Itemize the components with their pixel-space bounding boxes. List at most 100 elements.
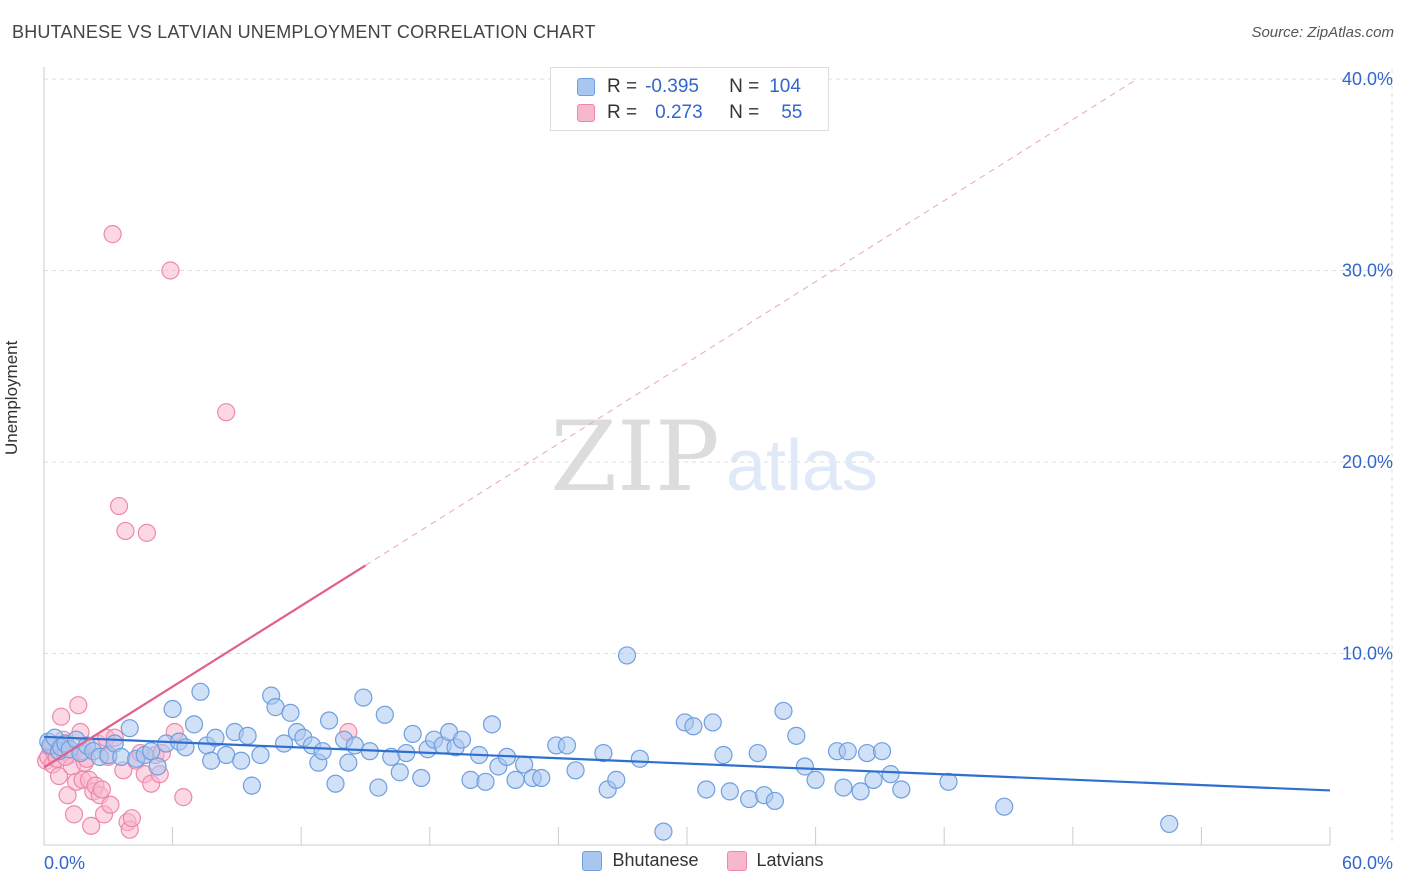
bhutanese-point: [354, 688, 373, 707]
bhutanese-point: [339, 753, 358, 772]
bhutanese-point: [452, 730, 472, 749]
x-tick-label: 0.0%: [44, 853, 85, 873]
n-value: 55: [781, 102, 803, 123]
bhutanese-point: [184, 715, 204, 734]
bhutanese-point: [375, 705, 394, 724]
bhutanese-point: [163, 699, 182, 719]
watermark-zip: ZIP: [550, 401, 719, 513]
bhutanese-point: [412, 768, 431, 788]
latvians-point: [69, 696, 88, 715]
trend-lines: [43, 78, 1331, 792]
bhutanese-point: [482, 715, 502, 734]
latvians-point: [103, 225, 122, 244]
latvians-point: [161, 261, 180, 280]
bhutanese-point: [281, 703, 300, 722]
latvians-point: [217, 403, 236, 422]
bhutanese-point: [120, 719, 139, 738]
bhutanese-point: [403, 724, 422, 744]
bhutanese-point: [720, 782, 739, 801]
bhutanese-point: [838, 742, 857, 761]
bhutanese-point: [703, 713, 722, 732]
bhutanese-point: [148, 757, 167, 776]
latvians-point: [82, 816, 101, 835]
n-label: N =: [729, 76, 760, 97]
bhutanese-point: [242, 776, 262, 795]
latvians-swatch: [726, 850, 747, 871]
latvians-swatch: [577, 104, 595, 122]
y-tick-label: 40.0%: [1342, 69, 1393, 89]
bhutanese-point: [326, 774, 345, 793]
bhutanese-point: [594, 743, 613, 763]
latvians-point: [49, 766, 69, 786]
tick-labels: 10.0% 20.0% 30.0% 40.0% 0.0% 60.0%: [44, 69, 1393, 873]
r-label: R =: [607, 76, 638, 97]
series-legend: Bhutanese Latvians: [0, 850, 1406, 871]
bhutanese-point: [251, 745, 270, 765]
legend-item-bhutanese[interactable]: Bhutanese: [582, 850, 699, 871]
bhutanese-point: [630, 749, 649, 768]
y-tick-label: 20.0%: [1342, 452, 1393, 472]
bhutanese-point: [806, 770, 825, 789]
bhutanese-point: [390, 763, 409, 782]
bhutanese-point: [714, 745, 733, 765]
bhutanese-point: [857, 743, 877, 763]
bhutanese-point: [313, 742, 332, 761]
latvians-trend-extension: [365, 78, 1138, 566]
legend-item-latvians[interactable]: Latvians: [726, 850, 824, 871]
bhutanese-point: [851, 782, 870, 801]
bhutanese-point: [112, 747, 131, 767]
grid-lines: [44, 69, 1393, 845]
axes: [43, 67, 1331, 846]
latvians-point: [116, 521, 135, 541]
correlation-legend: R = -0.395 N = 104 R = 0.273 N = 55: [550, 67, 829, 131]
source-label: Source: ZipAtlas.com: [1251, 24, 1394, 41]
watermark: ZIP atlas: [550, 401, 878, 513]
legend-row-bhutanese: R = -0.395 N = 104: [551, 74, 801, 100]
bhutanese-point: [557, 736, 577, 755]
bhutanese-point: [238, 726, 257, 745]
y-tick-label: 30.0%: [1342, 261, 1393, 281]
bhutanese-point: [532, 768, 551, 788]
bhutanese-point: [881, 765, 900, 784]
bhutanese-point: [697, 780, 716, 799]
r-value: 0.273: [655, 102, 703, 123]
latvians-point: [109, 496, 129, 516]
y-tick-label: 10.0%: [1342, 644, 1393, 664]
x-tick-label: 60.0%: [1342, 853, 1393, 873]
bhutanese-point: [740, 789, 759, 809]
bhutanese-point: [142, 742, 161, 761]
bhutanese-point: [795, 757, 814, 776]
latvians-point: [101, 795, 120, 814]
bhutanese-point: [748, 743, 767, 763]
bhutanese-point: [939, 772, 958, 791]
bhutanese-point: [864, 770, 883, 789]
legend-label-latvians: Latvians: [756, 850, 824, 870]
bhutanese-point: [191, 682, 210, 701]
latvians-trend-line: [43, 564, 367, 769]
latvians-point: [122, 809, 141, 828]
r-value: -0.395: [645, 76, 699, 97]
latvians-point: [137, 523, 156, 542]
bhutanese-point: [654, 822, 673, 841]
bhutanese-point: [461, 770, 480, 789]
bhutanese-point: [774, 701, 793, 721]
bhutanese-point: [476, 772, 495, 791]
bhutanese-point: [319, 711, 339, 730]
bhutanese-point: [617, 646, 637, 665]
watermark-atlas: atlas: [726, 426, 878, 506]
bhutanese-point: [787, 726, 806, 745]
bhutanese-point: [566, 761, 585, 780]
bhutanese-trend-line: [43, 735, 1331, 792]
bhutanese-point: [892, 780, 911, 799]
bhutanese-point: [834, 778, 853, 797]
latvians-point: [52, 707, 71, 726]
n-label: N =: [729, 102, 760, 123]
bhutanese-point: [995, 797, 1014, 816]
bhutanese-point: [684, 717, 703, 736]
bhutanese-point: [232, 751, 251, 770]
bhutanese-swatch: [577, 78, 595, 96]
bhutanese-point: [369, 778, 388, 797]
latvians-point: [92, 780, 111, 799]
legend-label-bhutanese: Bhutanese: [612, 850, 699, 870]
